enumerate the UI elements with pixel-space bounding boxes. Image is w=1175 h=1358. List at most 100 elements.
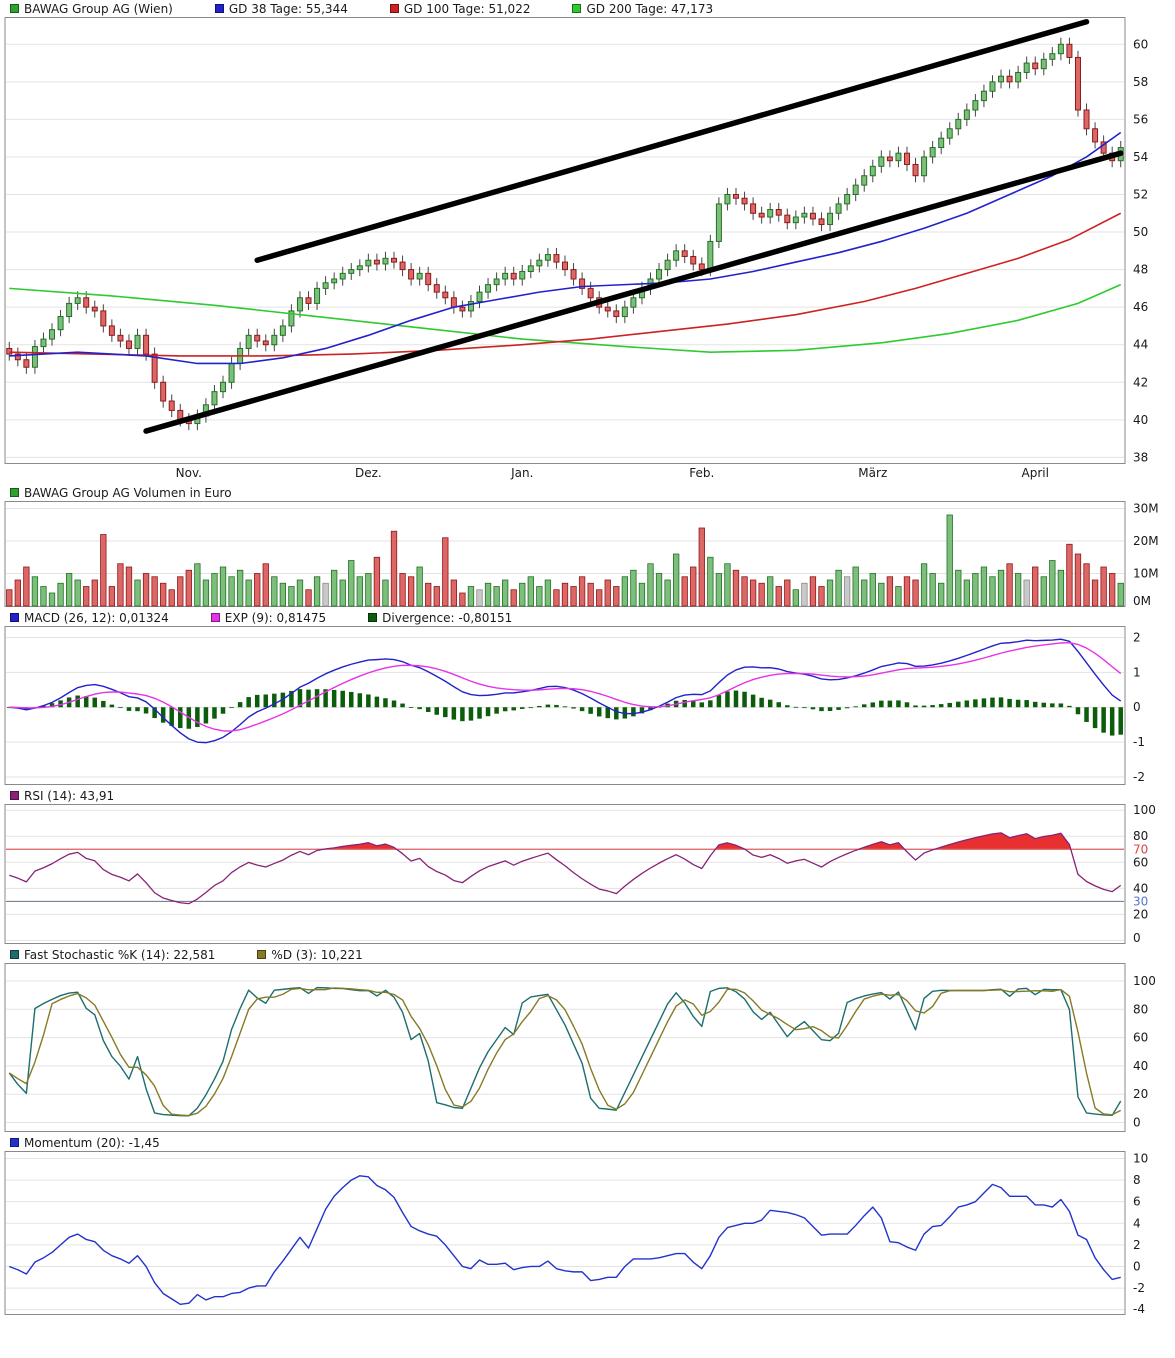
x-axis-label: April xyxy=(1021,466,1049,480)
x-axis-label: März xyxy=(858,466,888,480)
y-axis-label: -2 xyxy=(1133,1281,1145,1295)
momentum-legend: Momentum (20): -1,45 xyxy=(2,1136,1175,1151)
y-axis-label: 46 xyxy=(1133,300,1148,314)
y-axis-label: 70 xyxy=(1133,842,1148,856)
legend-item: MACD (26, 12): 0,01324 xyxy=(10,611,169,625)
legend-label: EXP (9): 0,81475 xyxy=(224,610,327,625)
panel-price: BAWAG Group AG (Wien) GD 38 Tage: 55,344 G… xyxy=(2,2,1175,482)
legend-label: GD 38 Tage: 55,344 xyxy=(228,1,348,16)
legend-label: RSI (14): 43,91 xyxy=(24,788,115,803)
legend-label: MACD (26, 12): 0,01324 xyxy=(24,610,169,625)
y-axis-label: 0 xyxy=(1133,700,1141,714)
y-axis-label: 80 xyxy=(1133,829,1148,843)
legend-label: BAWAG Group AG Volumen in Euro xyxy=(24,485,232,500)
legend-item: Divergence: -0,80151 xyxy=(368,611,512,625)
y-axis-label: 10M xyxy=(1133,567,1159,581)
legend-swatch-icon xyxy=(368,613,378,622)
legend-item: GD 200 Tage: 47,173 xyxy=(572,2,713,16)
x-axis-label: Jan. xyxy=(511,466,534,480)
y-axis-label: -2 xyxy=(1133,770,1145,784)
macd-legend: MACD (26, 12): 0,01324 EXP (9): 0,81475 Di… xyxy=(2,611,1175,626)
y-axis-label: 20 xyxy=(1133,907,1148,921)
x-axis-month-labels: Nov. Dez. Jan. Feb. März April xyxy=(2,464,1175,482)
legend-label: GD 100 Tage: 51,022 xyxy=(403,1,531,16)
legend-swatch-icon xyxy=(210,613,220,622)
legend-item: Momentum (20): -1,45 xyxy=(10,1136,160,1150)
y-axis-label: -1 xyxy=(1133,735,1145,749)
y-axis-label: 60 xyxy=(1133,37,1148,51)
y-axis-label: 6 xyxy=(1133,1195,1141,1209)
legend-swatch-icon xyxy=(10,4,19,13)
stochastic-legend: Fast Stochastic %K (14): 22,581 %D (3): 1… xyxy=(2,948,1175,963)
x-axis-label: Feb. xyxy=(689,466,715,480)
y-axis-label: 0 xyxy=(1133,931,1141,944)
legend-label: Fast Stochastic %K (14): 22,581 xyxy=(24,947,216,962)
price-legend: BAWAG Group AG (Wien) GD 38 Tage: 55,344 G… xyxy=(2,2,1175,17)
y-axis-label: 2 xyxy=(1133,1238,1141,1252)
panel-stoch: Fast Stochastic %K (14): 22,581 %D (3): 1… xyxy=(2,948,1175,1132)
legend-item: GD 100 Tage: 51,022 xyxy=(389,1,531,16)
y-axis-label: 52 xyxy=(1133,187,1148,201)
legend-swatch-icon xyxy=(10,488,19,497)
legend-label: GD 200 Tage: 47,173 xyxy=(586,1,714,16)
legend-label: BAWAG Group AG (Wien) xyxy=(24,1,173,16)
x-axis-label: Nov. xyxy=(175,466,202,480)
y-axis-label: 0 xyxy=(1133,1259,1141,1273)
volume-bar-chart: 0M 10M 20M 30M xyxy=(4,501,1159,607)
x-axis-label: Dez. xyxy=(354,466,382,480)
y-axis-label: 42 xyxy=(1133,375,1148,389)
legend-item: BAWAG Group AG Volumen in Euro xyxy=(10,486,232,500)
price-candlestick-chart: 38 40 42 44 46 48 50 52 54 56 58 60 xyxy=(4,17,1148,464)
legend-item: EXP (9): 0,81475 xyxy=(210,610,327,625)
rsi-legend: RSI (14): 43,91 xyxy=(2,789,1175,804)
stochastic-indicator-chart: 100 80 60 40 20 0 xyxy=(4,963,1156,1132)
panel-momentum: Momentum (20): -1,45 10 8 6 4 2 0 -2 -4 xyxy=(2,1136,1175,1315)
legend-label: %D (3): 10,221 xyxy=(271,947,363,962)
legend-item: BAWAG Group AG (Wien) xyxy=(10,2,173,16)
y-axis-label: 10 xyxy=(1133,1151,1148,1165)
y-axis-label: 38 xyxy=(1133,450,1148,464)
macd-indicator-chart: 2 1 0 -1 -2 xyxy=(4,626,1145,785)
y-axis-label: 0 xyxy=(1133,1116,1141,1130)
legend-swatch-icon xyxy=(10,791,19,800)
legend-swatch-icon xyxy=(257,950,267,959)
legend-swatch-icon xyxy=(214,4,224,13)
panel-macd: MACD (26, 12): 0,01324 EXP (9): 0,81475 Di… xyxy=(2,611,1175,785)
y-axis-label: -4 xyxy=(1133,1302,1145,1315)
y-axis-label: 100 xyxy=(1133,974,1156,988)
y-axis-label: 1 xyxy=(1133,665,1141,679)
panel-volume: BAWAG Group AG Volumen in Euro 0M 10M 20M 3… xyxy=(2,486,1175,607)
legend-swatch-icon xyxy=(10,613,19,622)
legend-swatch-icon xyxy=(389,4,399,13)
legend-item: Fast Stochastic %K (14): 22,581 xyxy=(10,948,215,962)
y-axis-label: 60 xyxy=(1133,855,1148,869)
legend-item: RSI (14): 43,91 xyxy=(10,789,114,803)
y-axis-label: 50 xyxy=(1133,225,1148,239)
legend-swatch-icon xyxy=(10,950,19,959)
y-axis-label: 40 xyxy=(1133,881,1148,895)
y-axis-label: 30M xyxy=(1133,502,1159,516)
y-axis-label: 20M xyxy=(1133,534,1159,548)
y-axis-label: 58 xyxy=(1133,75,1148,89)
y-axis-label: 56 xyxy=(1133,112,1148,126)
y-axis-label: 40 xyxy=(1133,413,1148,427)
y-axis-label: 8 xyxy=(1133,1173,1141,1187)
volume-legend: BAWAG Group AG Volumen in Euro xyxy=(2,486,1175,501)
y-axis-label: 0M xyxy=(1133,594,1151,607)
y-axis-label: 54 xyxy=(1133,150,1148,164)
y-axis-label: 30 xyxy=(1133,894,1148,908)
legend-label: Divergence: -0,80151 xyxy=(382,610,513,625)
y-axis-label: 4 xyxy=(1133,1216,1141,1230)
legend-item: GD 38 Tage: 55,344 xyxy=(214,1,348,16)
momentum-indicator-chart: 10 8 6 4 2 0 -2 -4 xyxy=(4,1151,1148,1315)
y-axis-label: 80 xyxy=(1133,1002,1148,1016)
panel-rsi: RSI (14): 43,91 100 80 70 60 40 30 20 0 xyxy=(2,789,1175,944)
legend-swatch-icon xyxy=(572,4,582,13)
y-axis-label: 100 xyxy=(1133,804,1156,817)
legend-item: %D (3): 10,221 xyxy=(257,947,363,962)
legend-label: Momentum (20): -1,45 xyxy=(24,1135,160,1150)
y-axis-label: 40 xyxy=(1133,1059,1148,1073)
legend-swatch-icon xyxy=(10,1138,19,1147)
